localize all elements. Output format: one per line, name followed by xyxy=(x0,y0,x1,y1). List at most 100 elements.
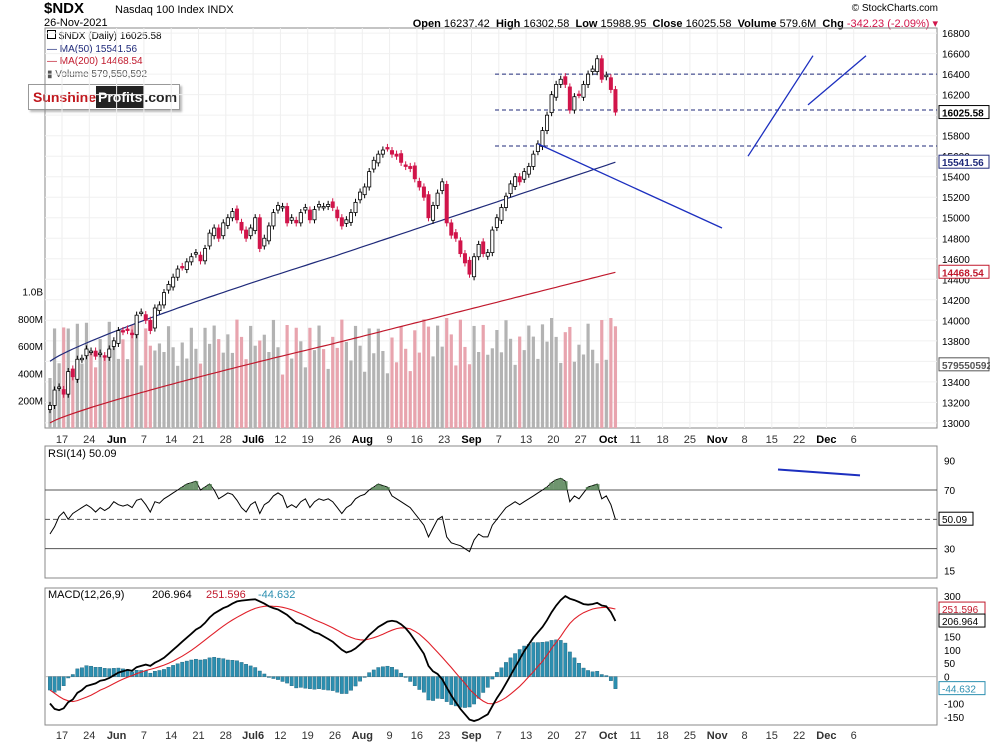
macd-histogram-bar xyxy=(362,676,367,678)
macd-histogram-bar xyxy=(266,676,271,678)
volume-bar xyxy=(94,367,98,428)
rsi-overbought-fill xyxy=(376,484,381,490)
candle-body xyxy=(513,176,518,187)
volume-bar xyxy=(290,358,294,428)
volume-bar xyxy=(98,339,102,428)
chart-date: 26-Nov-2021 xyxy=(44,17,108,29)
x-tick-label: Nov xyxy=(707,434,729,446)
volume-bar xyxy=(62,327,66,428)
chart-index-name: Nasdaq 100 Index INDX xyxy=(115,4,234,16)
macd-histogram-bar xyxy=(248,665,253,677)
x-tick-label-bottom: 25 xyxy=(684,730,696,742)
candle-body xyxy=(317,204,322,208)
rsi-y-tick: 90 xyxy=(944,457,956,468)
x-tick-label: 20 xyxy=(547,434,559,446)
volume-bar xyxy=(385,373,390,428)
legend-ma50: — MA(50) 15541.56 xyxy=(47,44,162,57)
candle-body xyxy=(266,225,271,242)
candle-body xyxy=(70,368,75,378)
volume-bar xyxy=(244,359,248,428)
macd-histogram-bar xyxy=(417,676,422,690)
macd-histogram-bar xyxy=(554,639,559,677)
volume-y-tick: 200M xyxy=(18,397,43,408)
volume-bar xyxy=(89,351,93,428)
price-y-tick: 13400 xyxy=(942,378,970,389)
macd-histogram-bar xyxy=(216,657,221,677)
candle-body xyxy=(421,186,426,198)
volume-bar xyxy=(431,356,435,428)
candle-body xyxy=(303,207,308,211)
price-y-tick: 14000 xyxy=(942,316,970,327)
x-tick-label-bottom: Sep xyxy=(461,730,481,742)
candle-body xyxy=(576,93,581,97)
candle-body xyxy=(590,68,595,72)
legend-ma50-text: MA(50) 15541.56 xyxy=(59,43,138,55)
x-tick-label-bottom: 21 xyxy=(192,730,204,742)
rsi-panel-frame xyxy=(44,445,938,579)
macd-histogram-bar xyxy=(499,667,504,677)
candle-body xyxy=(517,176,522,183)
x-tick-label-bottom: Dec xyxy=(816,730,836,742)
candle-body xyxy=(485,252,490,257)
candle-body xyxy=(216,227,221,239)
volume-value: 579.6M xyxy=(779,18,817,30)
volume-bar xyxy=(559,362,563,428)
volume-bar xyxy=(84,322,89,428)
change-down-icon: ▾ xyxy=(932,18,938,30)
candle-body xyxy=(312,209,317,221)
candle-body xyxy=(148,319,153,331)
rsi-overbought-fill xyxy=(553,479,559,490)
macd-histogram-bar xyxy=(130,671,134,677)
volume-bar xyxy=(294,327,298,428)
ma200-line xyxy=(49,271,616,424)
candle-body xyxy=(157,304,162,311)
candle-body xyxy=(444,184,449,224)
macd-histogram-bar xyxy=(453,676,458,707)
macd-histogram-bar xyxy=(111,668,116,677)
volume-bar xyxy=(144,328,148,428)
macd-histogram-bar xyxy=(394,669,399,677)
candle-body xyxy=(535,143,540,152)
macd-histogram-bar xyxy=(412,676,417,686)
price-y-tick: 14600 xyxy=(942,255,970,266)
volume-bar xyxy=(477,352,481,428)
volume-bar xyxy=(550,318,554,428)
macd-histogram-bar xyxy=(472,676,476,705)
candle-body xyxy=(362,186,367,196)
rsi-overbought-fill xyxy=(179,487,185,490)
candle-body xyxy=(371,159,376,170)
x-tick-label-bottom: 28 xyxy=(220,730,232,742)
volume-bar xyxy=(417,352,421,428)
x-tick-label-bottom: 16 xyxy=(411,730,423,742)
macd-macd-tag-box xyxy=(938,613,986,628)
candle-body xyxy=(116,330,121,344)
x-tick-label-bottom: 23 xyxy=(438,730,450,742)
macd-histogram-bar xyxy=(344,676,349,694)
volume-bar xyxy=(513,364,517,428)
candle-body xyxy=(212,227,217,237)
macd-histogram-bar xyxy=(257,670,262,677)
x-tick-label: Dec xyxy=(816,434,836,446)
macd-histogram-bar xyxy=(225,659,230,677)
macd-histogram-bar xyxy=(476,676,481,699)
volume-bar xyxy=(581,354,586,428)
macd-y-tick: -150 xyxy=(944,713,964,724)
macd-histogram-bar xyxy=(235,660,239,677)
volume-bar xyxy=(545,341,549,428)
logo-part-1: Sunshine xyxy=(33,89,97,105)
macd-histogram-bar xyxy=(148,672,153,677)
change-label: Chg xyxy=(822,18,844,30)
candle-body xyxy=(399,153,404,163)
volume-bar xyxy=(449,334,453,428)
macd-histogram-bar xyxy=(75,668,80,677)
volume-bar xyxy=(57,363,61,428)
macd-histogram-bar xyxy=(198,659,203,677)
x-tick-label: 14 xyxy=(165,434,177,446)
x-tick-label-bottom: 12 xyxy=(274,730,286,742)
volume-bar xyxy=(116,358,120,428)
rsi-title: RSI(14) 50.09 xyxy=(48,448,116,460)
candle-body xyxy=(102,355,107,358)
candle-body xyxy=(225,217,230,226)
volume-bar xyxy=(563,332,567,428)
x-tick-label-bottom: 27 xyxy=(575,730,587,742)
